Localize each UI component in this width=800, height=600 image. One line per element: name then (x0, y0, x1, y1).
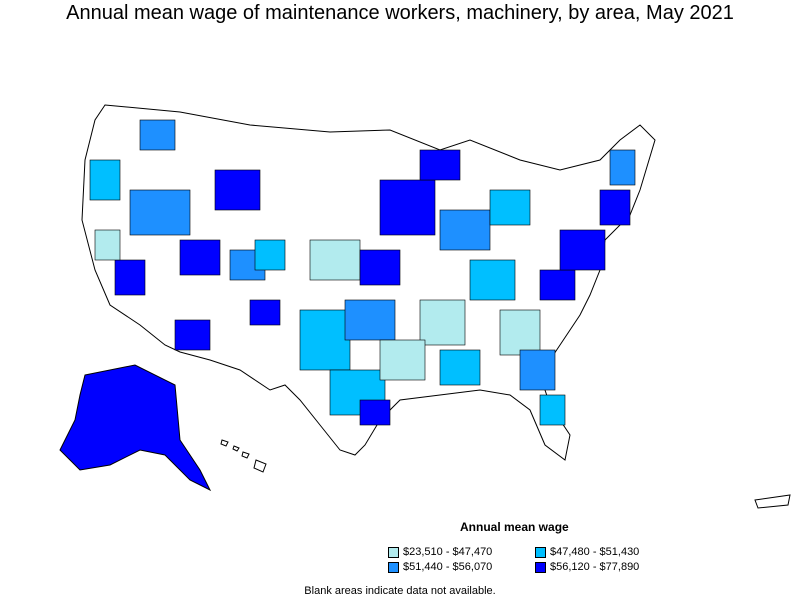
area-region (379, 339, 426, 381)
area-region (439, 209, 491, 251)
area-region (89, 159, 121, 201)
area-region (419, 299, 466, 346)
legend-label-1: $23,510 - $47,470 (403, 546, 493, 558)
area-region (254, 239, 286, 271)
legend-label-4: $56,120 - $77,890 (550, 561, 640, 573)
footnote: Blank areas indicate data not available. (304, 585, 496, 597)
area-region (419, 149, 461, 181)
legend-swatch-1 (388, 546, 399, 558)
hawaii-islands (220, 439, 267, 473)
legend-item-1: $23,510 - $47,470 (388, 546, 492, 558)
area-region (94, 229, 121, 261)
area-region (249, 299, 281, 326)
area-region (489, 189, 531, 226)
area-region (129, 189, 191, 236)
legend-swatch-2 (535, 546, 546, 558)
area-region (519, 349, 556, 391)
area-region (379, 179, 436, 236)
area-region (559, 229, 606, 271)
area-regions (89, 119, 636, 426)
area-region (539, 394, 566, 426)
area-region (359, 249, 401, 286)
legend-label-3: $51,440 - $56,070 (403, 561, 493, 573)
area-region (359, 399, 391, 426)
area-region (174, 319, 211, 351)
area-region (179, 239, 221, 276)
area-region (439, 349, 481, 386)
area-region (114, 259, 146, 296)
area-region (539, 269, 576, 301)
area-region (214, 169, 261, 211)
area-region (139, 119, 176, 151)
legend-item-2: $47,480 - $51,430 (535, 546, 639, 558)
area-region (299, 309, 351, 371)
legend-swatch-3 (388, 561, 399, 573)
legend-title: Annual mean wage (460, 520, 569, 534)
legend-label-2: $47,480 - $51,430 (550, 546, 640, 558)
legend-item-3: $51,440 - $56,070 (388, 561, 492, 573)
puerto-rico (754, 494, 791, 509)
area-region (309, 239, 361, 281)
legend-item-4: $56,120 - $77,890 (535, 561, 639, 573)
area-region (599, 189, 631, 226)
area-region (344, 299, 396, 341)
area-region (499, 309, 541, 356)
area-region (469, 259, 516, 301)
legend-swatch-4 (535, 561, 546, 573)
map-title: Annual mean wage of maintenance workers,… (66, 2, 734, 24)
area-region (609, 149, 636, 186)
alaska-outline (59, 364, 212, 492)
